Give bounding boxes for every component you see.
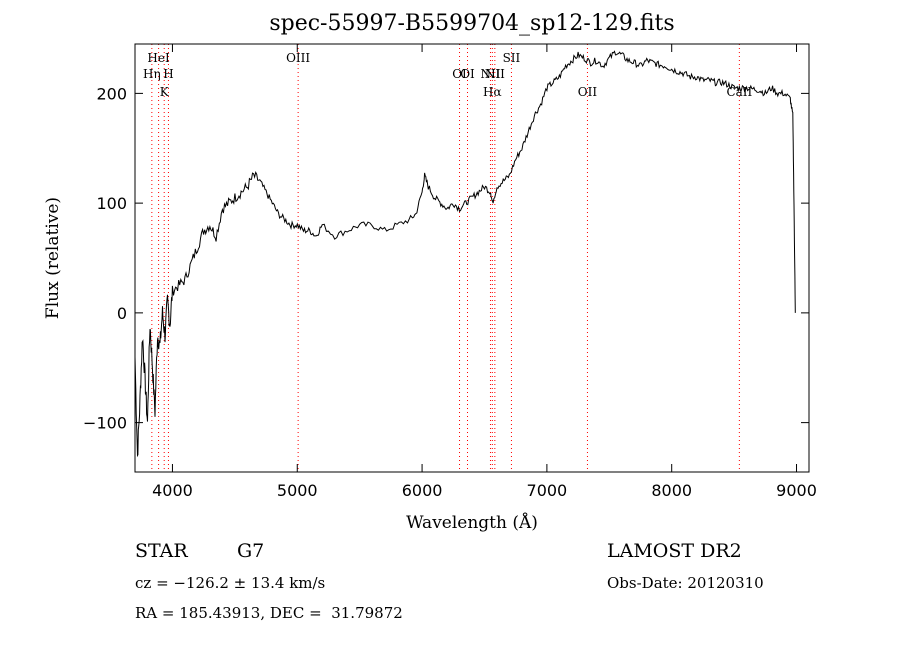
x-tick-label-5: 9000 bbox=[776, 481, 817, 500]
obs-date: Obs-Date: 20120310 bbox=[607, 574, 764, 592]
y-tick-label-3: 200 bbox=[96, 84, 127, 103]
y-axis-label: Flux (relative) bbox=[43, 197, 63, 319]
marker-label-4: OIII bbox=[286, 51, 310, 65]
object-type: STAR bbox=[135, 540, 188, 562]
spectrum-line bbox=[134, 50, 796, 458]
x-tick-label-2: 6000 bbox=[402, 481, 443, 500]
marker-label-9: NII bbox=[485, 67, 505, 81]
marker-label-8: Hα bbox=[483, 85, 502, 99]
object-subclass: G7 bbox=[237, 540, 265, 562]
marker-label-2: H bbox=[163, 67, 173, 81]
coordinates: RA = 185.43913, DEC = 31.79872 bbox=[135, 604, 403, 622]
marker-label-3: K bbox=[160, 85, 170, 99]
plot-frame bbox=[134, 43, 810, 473]
marker-label-5: OI bbox=[452, 67, 467, 81]
x-tick-label-4: 8000 bbox=[651, 481, 692, 500]
x-tick-label-3: 7000 bbox=[527, 481, 568, 500]
marker-label-10: SII bbox=[503, 51, 521, 65]
y-tick-label-0: −100 bbox=[83, 414, 127, 433]
marker-label-7: NII bbox=[480, 67, 500, 81]
emission-line-markers bbox=[151, 44, 740, 472]
survey-name: LAMOST DR2 bbox=[607, 540, 742, 562]
x-axis-ticks: 4000 5000 6000 7000 8000 9000 bbox=[152, 44, 817, 500]
chart-title: spec-55997-B5599704_sp12-129.fits bbox=[269, 11, 674, 36]
y-axis-ticks: −100 0 100 200 bbox=[83, 84, 809, 433]
y-tick-label-1: 0 bbox=[117, 304, 127, 323]
x-axis-label: Wavelength (Å) bbox=[406, 512, 538, 533]
redshift-text: cz = −126.2 ± 13.4 km/s bbox=[135, 574, 326, 592]
y-tick-label-2: 100 bbox=[96, 194, 127, 213]
marker-label-1: Hη bbox=[143, 67, 161, 81]
x-tick-label-0: 4000 bbox=[152, 481, 193, 500]
marker-label-11: OII bbox=[578, 85, 598, 99]
x-tick-label-1: 5000 bbox=[277, 481, 318, 500]
marker-label-0: HeI bbox=[147, 51, 170, 65]
marker-label-6: OI bbox=[460, 67, 475, 81]
